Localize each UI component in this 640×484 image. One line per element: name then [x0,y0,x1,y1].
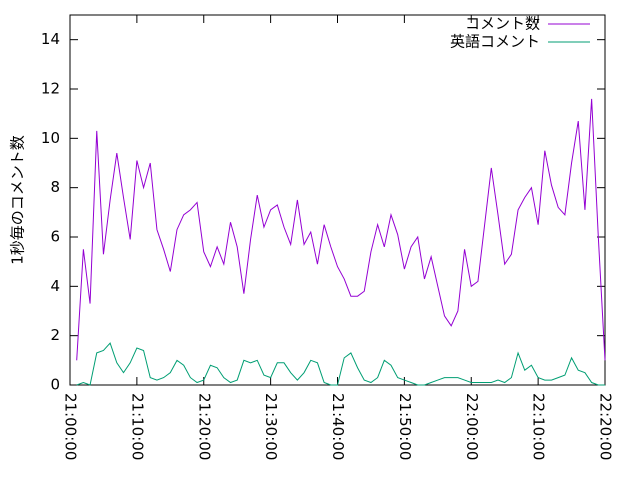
x-tick-label: 22:10:00 [530,393,548,460]
legend-label: 英語コメント [450,33,540,51]
y-tick-label: 0 [50,376,60,394]
x-tick-label: 21:40:00 [329,393,347,460]
y-axis-label: 1秒毎のコメント数 [9,135,27,265]
x-tick-label: 21:20:00 [195,393,213,460]
y-tick-label: 14 [41,30,60,48]
series-line [76,342,605,386]
y-tick-label: 12 [41,80,60,98]
x-tick-label: 21:10:00 [128,393,146,460]
y-tick-label: 6 [50,228,60,246]
x-tick-label: 22:20:00 [597,393,615,460]
x-tick-label: 21:00:00 [62,393,80,460]
y-tick-label: 4 [50,277,60,295]
series-line [76,98,606,361]
y-tick-label: 8 [50,178,60,196]
y-tick-label: 2 [50,326,60,344]
y-tick-label: 10 [41,129,60,147]
plot-border [69,14,606,386]
legend-label: コメント数 [465,15,540,33]
x-tick-label: 22:00:00 [463,393,481,460]
x-tick-label: 21:50:00 [396,393,414,460]
x-tick-label: 21:30:00 [262,393,280,460]
